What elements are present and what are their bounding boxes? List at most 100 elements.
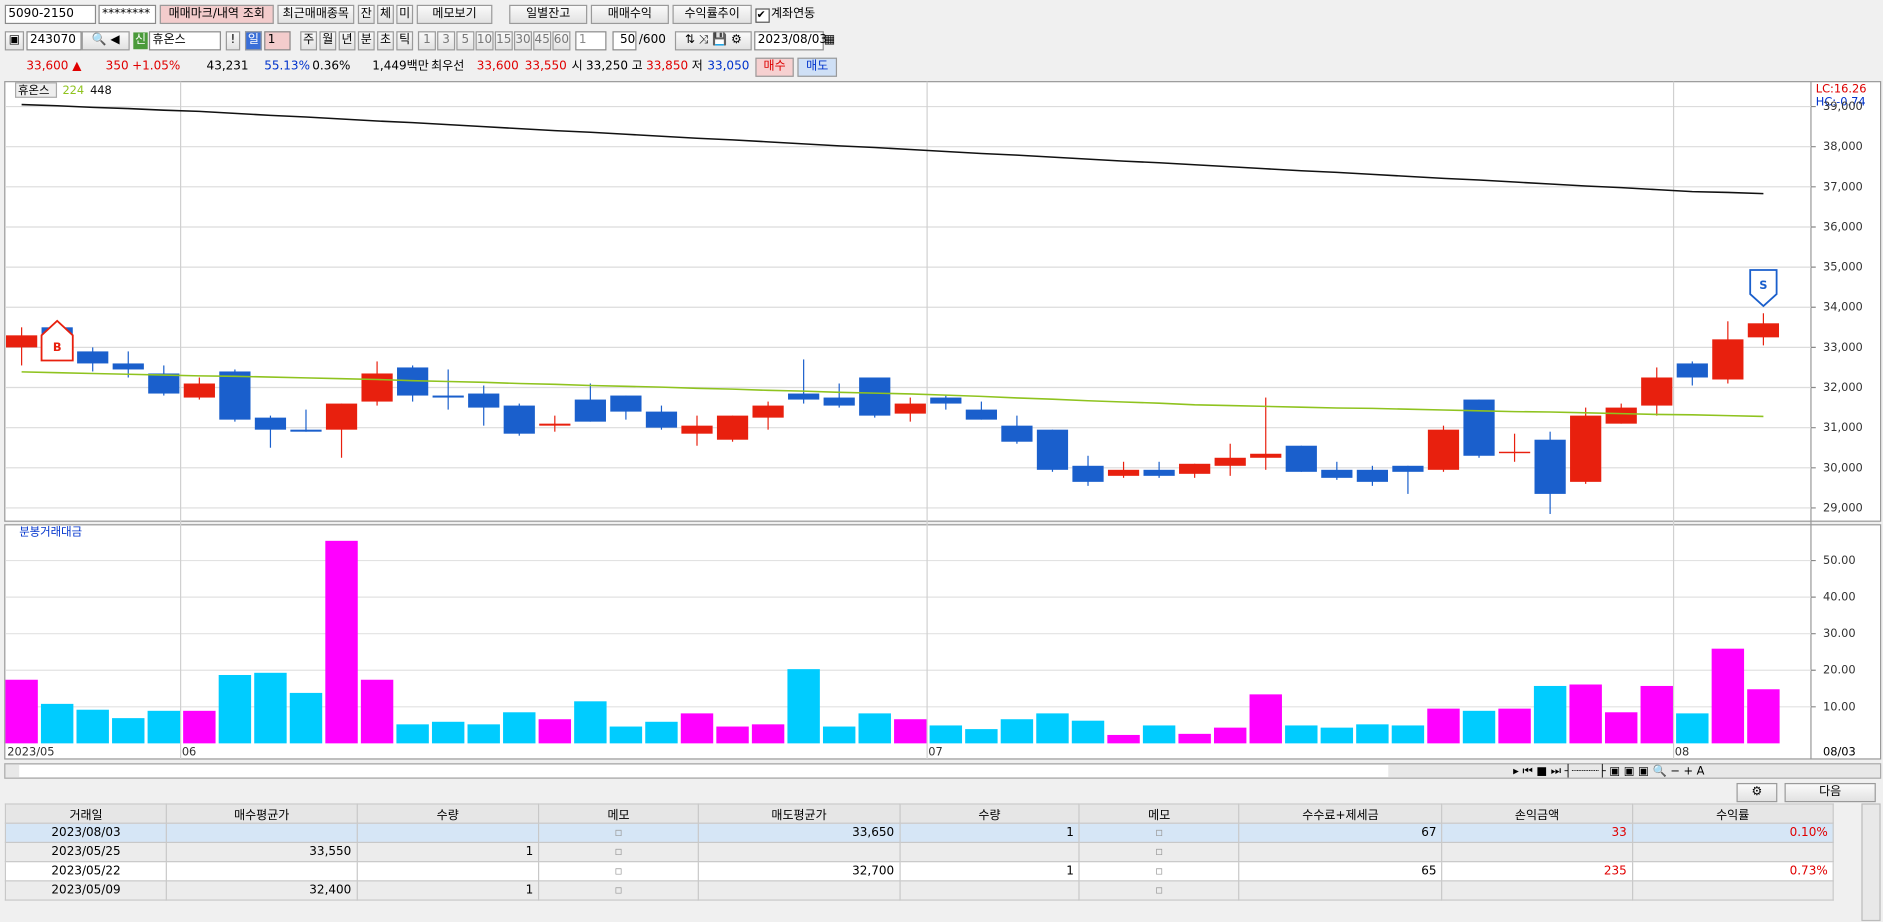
volume-bar bbox=[1711, 648, 1745, 744]
table-cell: 33 bbox=[1441, 822, 1633, 844]
volume-bar bbox=[538, 719, 572, 744]
calendar-icon[interactable]: ▦ bbox=[823, 33, 836, 47]
period-button[interactable]: 월 bbox=[319, 31, 337, 51]
volume-bar bbox=[1356, 724, 1389, 744]
volume-bar bbox=[1498, 708, 1531, 744]
candle-body bbox=[1498, 451, 1531, 454]
volume: 43,231 bbox=[206, 60, 249, 74]
minute-button[interactable]: 60 bbox=[552, 31, 571, 51]
volume-bar bbox=[751, 724, 785, 744]
query-button[interactable]: 매매마크/내역 조회 bbox=[159, 4, 274, 25]
volume-bar bbox=[1285, 725, 1318, 744]
minute-button[interactable]: 3 bbox=[437, 31, 456, 51]
volume-bar bbox=[1249, 694, 1282, 744]
table-cell: 1 bbox=[898, 861, 1080, 882]
price-panel bbox=[4, 81, 1882, 522]
volume-bar bbox=[574, 701, 607, 744]
code-input[interactable]: 243070 bbox=[26, 31, 82, 51]
open-label: 시 bbox=[571, 60, 583, 74]
candle-body bbox=[77, 351, 109, 364]
recent-button[interactable]: 최근매매종목 bbox=[277, 4, 355, 25]
volume-bar bbox=[1640, 685, 1673, 744]
scroll-thumb[interactable] bbox=[19, 764, 1389, 777]
minute-button[interactable]: 5 bbox=[456, 31, 475, 51]
y-tick-label: 30.00 bbox=[1823, 626, 1856, 640]
table-cell: 1 bbox=[356, 841, 540, 863]
price: 33,600 ▲ bbox=[26, 60, 82, 74]
period-button[interactable]: 년 bbox=[338, 31, 356, 51]
candle-body bbox=[290, 429, 322, 432]
settings-button[interactable]: ⚙ bbox=[1736, 782, 1778, 803]
table-cell: ▫ bbox=[1078, 880, 1240, 901]
candle-body bbox=[1463, 399, 1495, 456]
alert-button[interactable]: ! bbox=[225, 31, 241, 51]
trend-button[interactable]: 수익률추이 bbox=[672, 4, 752, 25]
name-input[interactable]: 휴온스 bbox=[148, 31, 221, 51]
tab-button[interactable]: 미 bbox=[396, 4, 414, 25]
table-cell bbox=[1238, 841, 1443, 863]
candle-body bbox=[1036, 429, 1069, 470]
next-button[interactable]: 다음 bbox=[1784, 782, 1876, 803]
table-cell bbox=[898, 880, 1080, 901]
table-cell: 32,400 bbox=[166, 880, 358, 901]
period-button[interactable]: 일 bbox=[244, 31, 262, 51]
tab-button[interactable]: 잔 bbox=[357, 4, 375, 25]
candle-body bbox=[610, 395, 642, 412]
y-tick-label: 36,000 bbox=[1823, 219, 1863, 233]
candle-body bbox=[183, 383, 215, 398]
password-input[interactable]: ******** bbox=[98, 4, 157, 25]
icon-button[interactable]: 🔍 ◀ bbox=[81, 31, 130, 51]
candle-body bbox=[254, 417, 287, 430]
account-select[interactable]: 5090-2150 bbox=[4, 4, 97, 25]
volume-bar bbox=[965, 729, 998, 744]
volume-bar bbox=[929, 725, 963, 744]
minute-button[interactable]: 10 bbox=[475, 31, 494, 51]
y-tick-label: 37,000 bbox=[1823, 179, 1863, 193]
minute-button[interactable]: 15 bbox=[494, 31, 513, 51]
volume-bar bbox=[1178, 733, 1211, 744]
volume-bar bbox=[1213, 727, 1247, 744]
candle-body bbox=[1534, 439, 1566, 494]
period-button[interactable]: 주 bbox=[300, 31, 318, 51]
tool-buttons[interactable]: ⇅ ⤨ 💾 ⚙ bbox=[674, 31, 752, 51]
header-row: 거래일 매수평균가 수량 메모 매도평균가 수량 메모 수수료+제세금 손익금액 수익률 bbox=[4, 803, 1834, 824]
column-header: 수량 bbox=[898, 803, 1080, 824]
volume-bar bbox=[5, 679, 38, 744]
memo-button[interactable]: 메모보기 bbox=[416, 4, 493, 25]
table-cell bbox=[898, 841, 1080, 863]
sell-button[interactable]: 매도 bbox=[797, 57, 838, 77]
minute-button[interactable]: 1 bbox=[417, 31, 436, 51]
period-button[interactable]: 초 bbox=[377, 31, 394, 51]
candle-body bbox=[361, 373, 393, 402]
candle-body bbox=[1321, 469, 1353, 478]
candle-body bbox=[1570, 415, 1602, 482]
table-cell bbox=[356, 861, 540, 882]
scroll-controls[interactable]: ▸ ⏮ ■ ⏭ ┤┈┈┈┈├ ▣ ▣ ▣ 🔍 − + A bbox=[1513, 762, 1705, 777]
y-tick-label: 35,000 bbox=[1823, 260, 1863, 274]
change: 350 bbox=[105, 60, 129, 74]
period-button[interactable]: 틱 bbox=[396, 31, 414, 51]
candle-body bbox=[325, 403, 358, 430]
minute-button[interactable]: 30 bbox=[513, 31, 532, 51]
ratio: 55.13% bbox=[264, 60, 311, 74]
view-input[interactable]: 50 bbox=[612, 31, 637, 51]
step-select[interactable]: 1 bbox=[575, 31, 607, 51]
count-select[interactable]: 1 bbox=[264, 31, 291, 51]
tab-button[interactable]: 체 bbox=[377, 4, 394, 25]
table-cell: ▫ bbox=[1078, 822, 1240, 844]
volume-bar bbox=[325, 540, 358, 744]
icon-button[interactable]: ▣ bbox=[4, 31, 25, 51]
minute-button[interactable]: 45 bbox=[533, 31, 552, 51]
table-scrollbar[interactable] bbox=[1861, 803, 1881, 922]
checkbox[interactable]: ✔ bbox=[755, 8, 770, 23]
candle-body bbox=[1107, 469, 1140, 476]
candle-body bbox=[1179, 463, 1211, 474]
date-input[interactable]: 2023/08/03 bbox=[754, 31, 827, 51]
candle-body bbox=[6, 335, 38, 348]
period-button[interactable]: 분 bbox=[357, 31, 375, 51]
table-cell: 65 bbox=[1238, 861, 1443, 882]
profit-button[interactable]: 매매수익 bbox=[590, 4, 669, 25]
buy-button[interactable]: 매수 bbox=[755, 57, 794, 77]
daily-button[interactable]: 일별잔고 bbox=[509, 4, 588, 25]
volume-bar bbox=[1107, 734, 1140, 744]
